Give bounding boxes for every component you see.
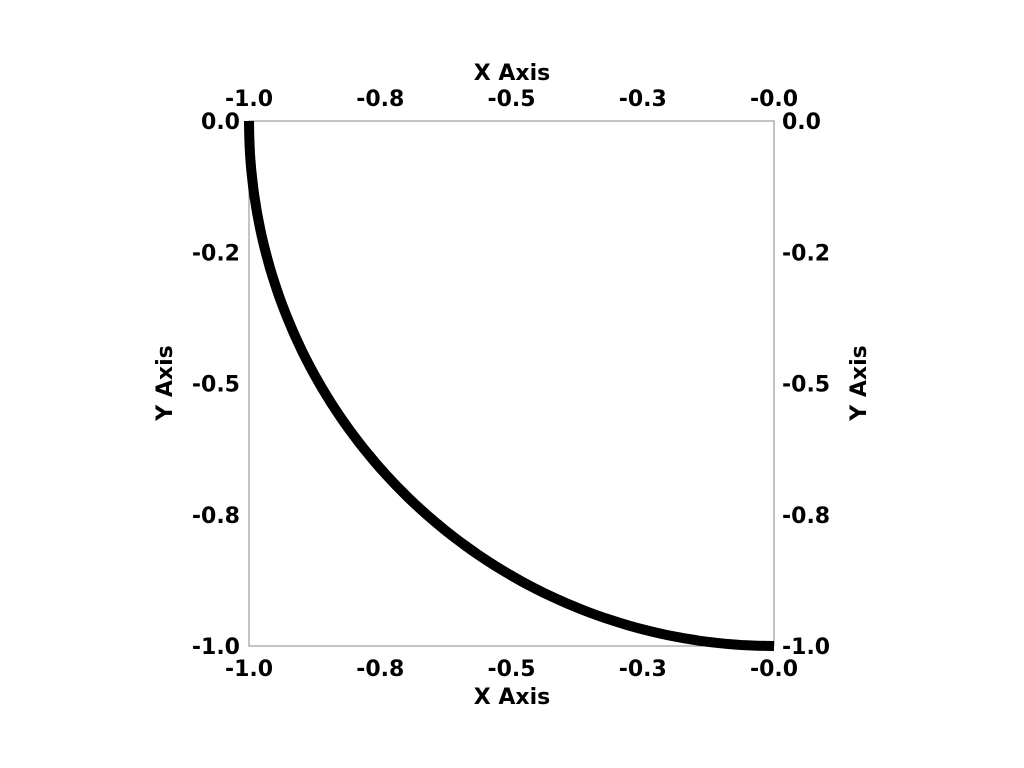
x-tick-label-bottom: -0.3 (619, 657, 667, 682)
y-axis-title-left: Y Axis (153, 345, 178, 421)
x-axis-title-bottom: X Axis (474, 685, 550, 710)
labels-group: -1.0-1.0-0.8-0.8-0.5-0.5-0.3-0.3-0.0-0.0… (153, 61, 872, 710)
y-tick-label-right: 0.0 (782, 110, 821, 135)
x-tick-label-bottom: -0.8 (356, 657, 404, 682)
plot-frame (248, 120, 775, 647)
x-tick-label-bottom: -0.5 (487, 657, 535, 682)
marks-group (244, 120, 775, 651)
y-axis-title-right: Y Axis (847, 345, 872, 421)
x-axis-title-top: X Axis (474, 61, 550, 86)
y-tick-label-right: -0.2 (782, 241, 830, 266)
y-tick-label-left: -0.8 (192, 504, 240, 529)
series-line (244, 120, 775, 651)
x-tick-label-top: -1.0 (225, 87, 273, 112)
y-tick-label-left: -1.0 (192, 635, 240, 660)
y-tick-label-left: -0.2 (192, 241, 240, 266)
x-tick-label-bottom: -1.0 (225, 657, 273, 682)
y-tick-label-left: -0.5 (192, 373, 240, 398)
y-tick-label-right: -0.8 (782, 504, 830, 529)
y-tick-label-right: -1.0 (782, 635, 830, 660)
x-tick-label-top: -0.3 (619, 87, 667, 112)
x-tick-label-top: -0.0 (750, 87, 798, 112)
x-tick-label-top: -0.8 (356, 87, 404, 112)
y-tick-label-right: -0.5 (782, 373, 830, 398)
x-tick-label-bottom: -0.0 (750, 657, 798, 682)
x-tick-label-top: -0.5 (487, 87, 535, 112)
y-tick-label-left: 0.0 (201, 110, 240, 135)
